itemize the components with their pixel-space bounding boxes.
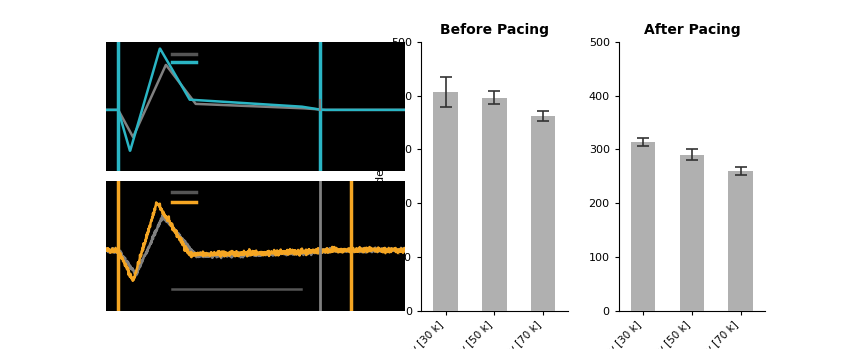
- Bar: [680, 155, 704, 311]
- Title: After Pacing: After Pacing: [643, 23, 740, 37]
- Title: Before Pacing: Before Pacing: [440, 23, 549, 37]
- Bar: [728, 171, 753, 311]
- Bar: [434, 92, 458, 311]
- Y-axis label: FPDc (Fridericia ms): FPDc (Fridericia ms): [376, 120, 386, 232]
- Bar: [631, 142, 655, 311]
- Bar: [531, 116, 555, 311]
- Bar: [482, 98, 507, 311]
